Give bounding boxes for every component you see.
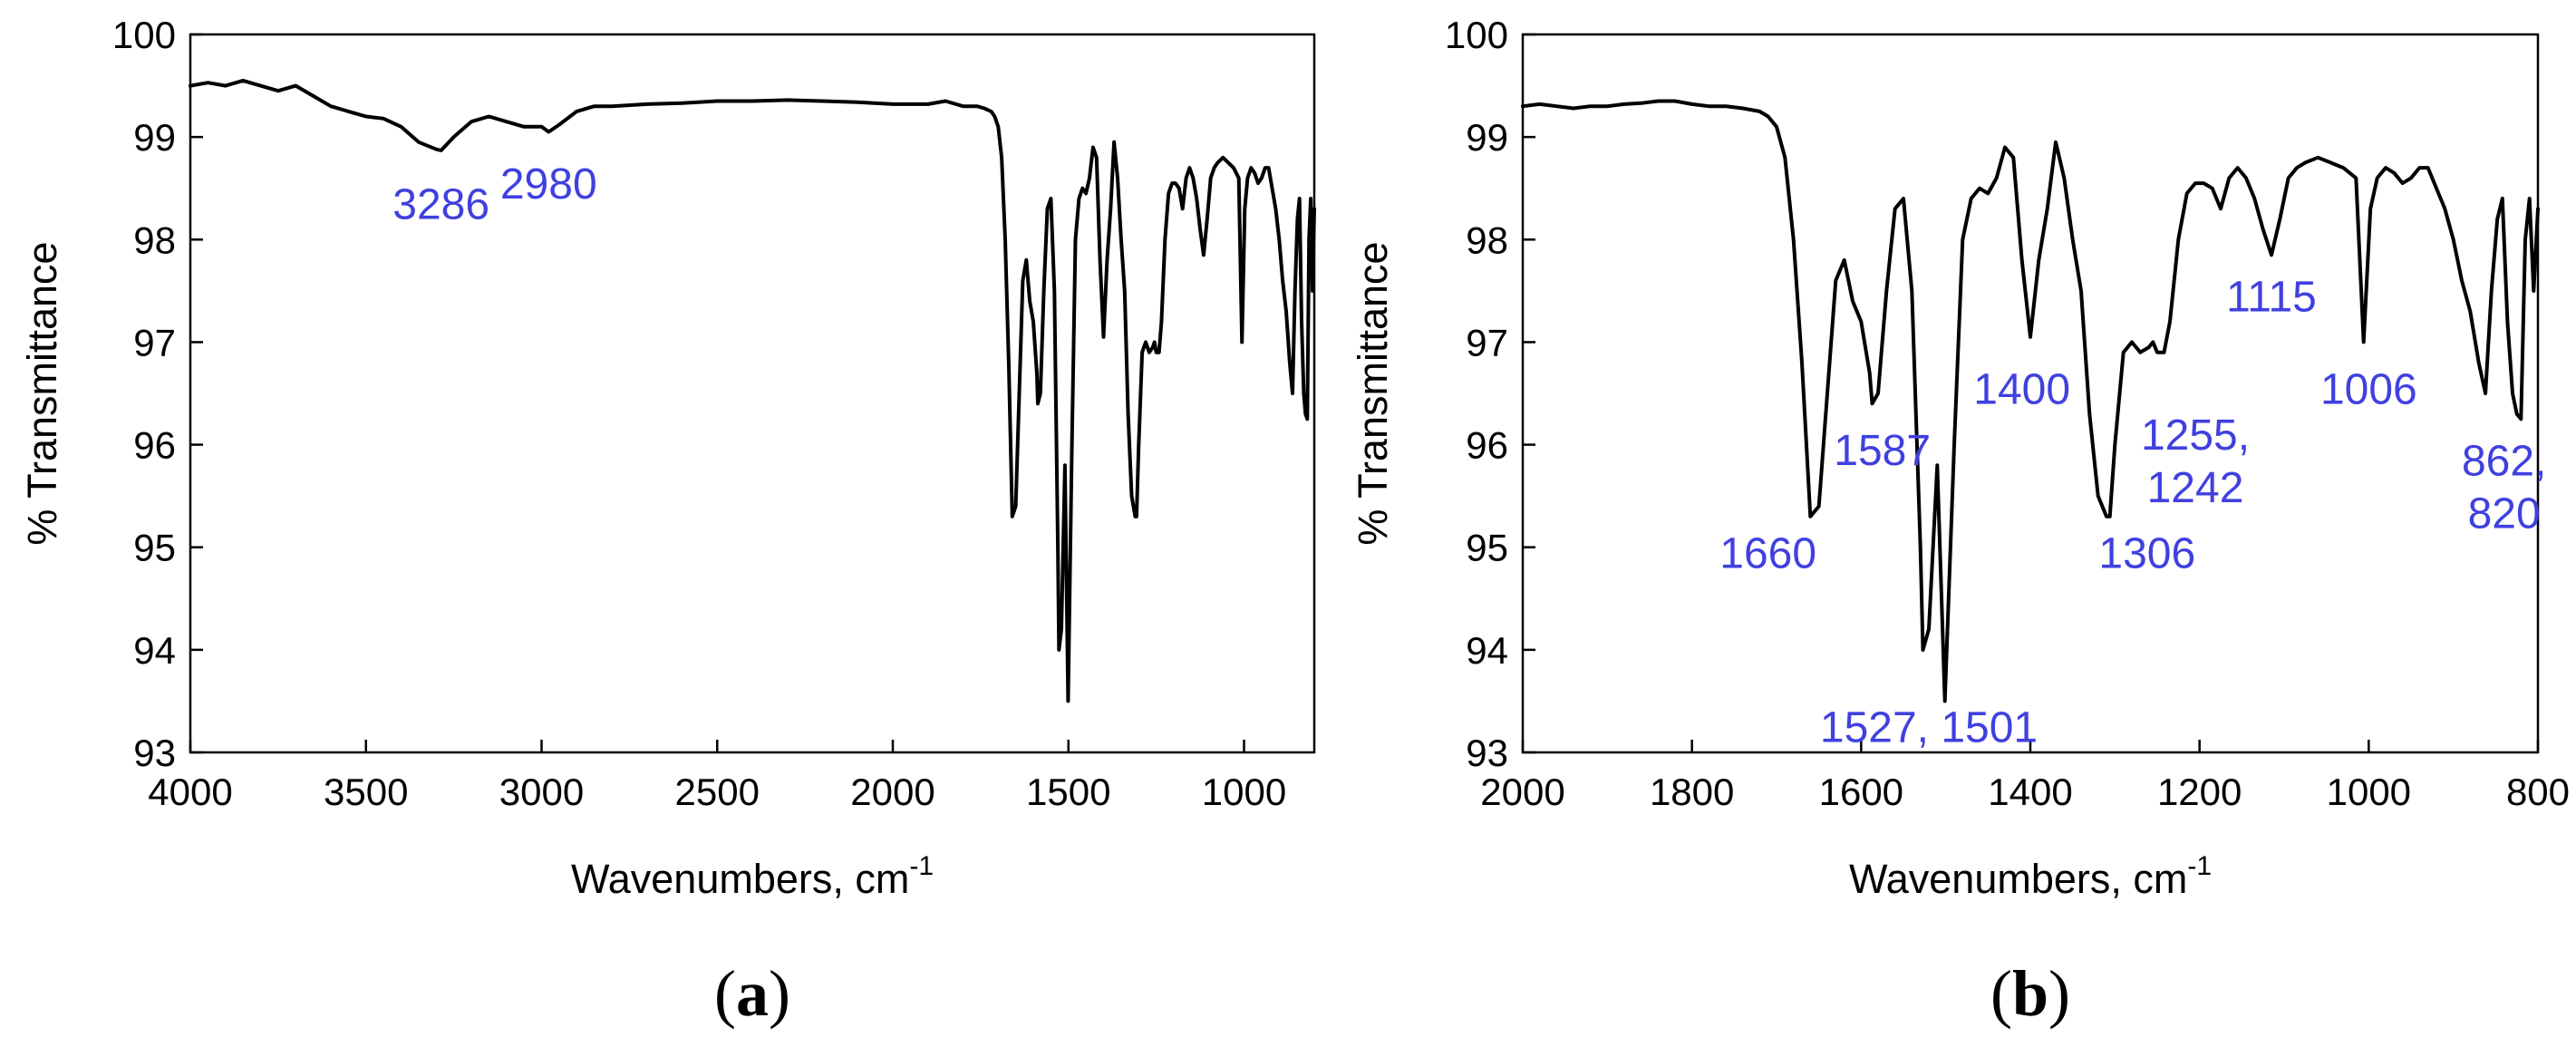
x-tick-label-a: 3500 (324, 771, 408, 813)
x-tick-label-a: 1000 (1202, 771, 1286, 813)
x-tick-label-b: 800 (2506, 771, 2570, 813)
x-tick-label-b: 1600 (1819, 771, 1903, 813)
chart-panel-a: 4000 3500 3000 2500 2000 1500 1000 93 94 95 96 97 98… (19, 14, 1316, 1030)
x-tick-label-b: 1400 (1988, 771, 2072, 813)
y-tick-label-a: 100 (112, 14, 176, 56)
x-tick-label-b: 1200 (2157, 771, 2242, 813)
y-tick-label-b: 96 (1466, 424, 1508, 467)
peak-annotation-b: 820 (2468, 490, 2541, 538)
spectrum-line-a (189, 78, 1316, 703)
y-axis-title-b: % Transmittance (1350, 241, 1396, 545)
panel-label-open: ( (714, 957, 736, 1030)
peak-annotation-a: 2980 (500, 160, 597, 208)
x-axis-title-b: Wavenumbers, cm-1 (1849, 851, 2212, 902)
x-axis-title-a: Wavenumbers, cm-1 (571, 851, 934, 902)
x-tick-label-a: 3000 (499, 771, 584, 813)
peak-annotation-b: 1527, 1501 (1820, 704, 2038, 752)
x-axis-title-text: Wavenumbers, cm (571, 856, 909, 902)
y-tick-label-a: 95 (133, 527, 176, 569)
y-tick-label-b: 98 (1466, 218, 1508, 261)
peak-annotation-b: 1400 (1973, 365, 2070, 413)
x-axis-title-text: Wavenumbers, cm (1849, 856, 2187, 902)
panel-label-open: ( (1990, 957, 2012, 1030)
y-tick-label-a: 96 (133, 424, 176, 467)
peak-annotation-b: 1006 (2320, 365, 2417, 413)
y-tick-label-a: 97 (133, 321, 176, 364)
spectrum-line-b (1521, 99, 2540, 703)
peak-annotation-b: 1306 (2098, 529, 2195, 577)
x-axis-title-superscript: -1 (909, 851, 934, 881)
y-axis-title-a: % Transmittance (19, 241, 65, 545)
y-tick-label-a: 98 (133, 218, 176, 261)
panel-label-b: (b) (1990, 957, 2070, 1030)
panel-label-a: (a) (714, 957, 790, 1030)
x-tick-label-a: 1500 (1026, 771, 1110, 813)
y-tick-label-b: 99 (1466, 116, 1508, 159)
chart-panel-b: 2000 1800 1600 1400 1200 1000 800 93 94 95 96 97 98 9… (1350, 14, 2570, 1030)
x-tick-label-b: 2000 (1480, 771, 1564, 813)
y-tick-label-b: 100 (1445, 14, 1508, 56)
panel-label-letter: a (736, 957, 769, 1030)
y-tick-label-b: 94 (1466, 629, 1508, 672)
y-tick-label-b: 97 (1466, 321, 1508, 364)
peak-annotation-b: 862, (2462, 438, 2546, 486)
peak-annotation-b: 1255, (2141, 412, 2250, 460)
y-tick-label-b: 95 (1466, 527, 1508, 569)
peak-annotation-a: 3286 (392, 181, 489, 229)
peak-annotation-b: 1587 (1834, 427, 1931, 475)
x-tick-label-a: 2500 (675, 771, 760, 813)
y-tick-label-a: 99 (133, 116, 176, 159)
x-tick-label-b: 1800 (1650, 771, 1734, 813)
x-axis-title-superscript: -1 (2187, 851, 2212, 881)
plot-frame-a (189, 33, 1316, 754)
peak-annotation-b: 1115 (2226, 273, 2317, 321)
x-tick-label-a: 2000 (850, 771, 935, 813)
panel-label-close: ) (769, 957, 790, 1030)
x-tick-label-b: 1000 (2327, 771, 2411, 813)
peak-annotation-b: 1660 (1719, 529, 1816, 577)
peak-annotation-b: 1242 (2147, 464, 2244, 512)
panel-label-letter: b (2012, 957, 2048, 1030)
y-tick-label-a: 94 (133, 629, 176, 672)
y-tick-label-b: 93 (1466, 732, 1508, 774)
panel-label-close: ) (2048, 957, 2070, 1030)
y-tick-label-a: 93 (133, 732, 176, 774)
x-tick-label-a: 4000 (148, 771, 232, 813)
